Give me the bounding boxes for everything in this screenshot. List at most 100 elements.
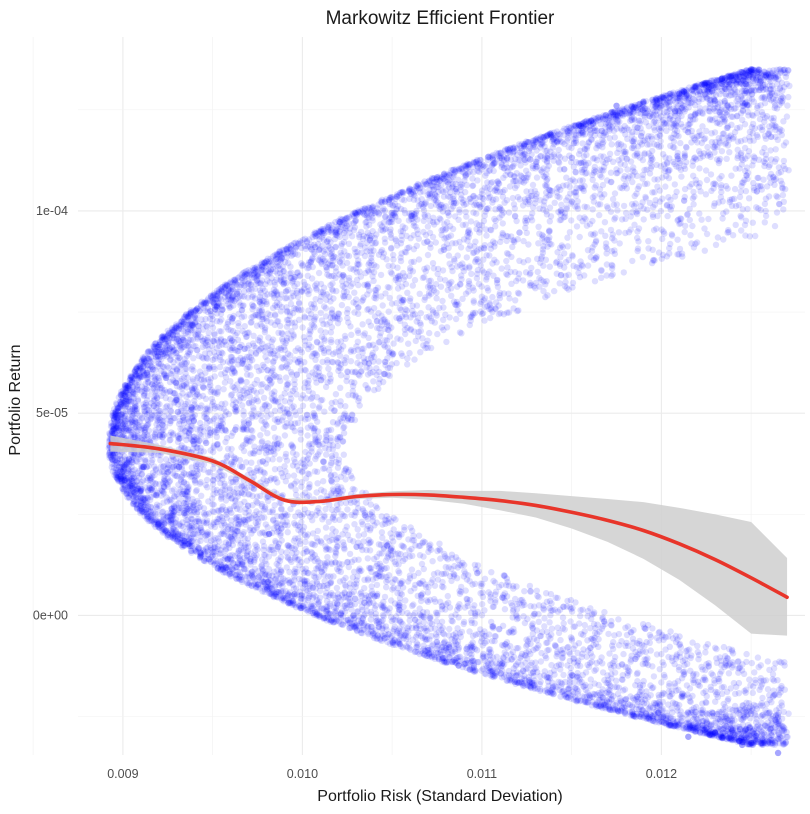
scatter-point: [314, 480, 321, 487]
scatter-point: [762, 72, 770, 79]
scatter-point: [411, 276, 419, 284]
scatter-point: [372, 286, 379, 294]
scatter-point: [624, 166, 631, 173]
scatter-point: [708, 130, 715, 137]
scatter-point: [367, 501, 374, 508]
scatter-point: [211, 306, 219, 313]
scatter-point: [334, 442, 341, 450]
scatter-point: [557, 636, 564, 644]
scatter-point: [188, 524, 195, 532]
scatter-point: [674, 704, 681, 711]
scatter-point: [723, 108, 731, 116]
scatter-point: [675, 666, 683, 674]
scatter-point: [634, 651, 641, 658]
scatter-point: [671, 660, 678, 668]
scatter-point: [464, 643, 471, 651]
scatter-point: [198, 492, 205, 499]
scatter-point: [182, 491, 189, 498]
scatter-point: [334, 359, 341, 366]
scatter-point: [385, 540, 392, 548]
scatter-point: [235, 319, 242, 327]
scatter-point: [369, 341, 377, 348]
scatter-point: [703, 720, 711, 727]
scatter-point: [702, 699, 709, 706]
scatter-point: [560, 671, 567, 679]
scatter-point: [507, 643, 514, 650]
scatter-point: [286, 358, 293, 365]
scatter-point: [738, 227, 745, 234]
scatter-point: [605, 630, 612, 638]
scatter-point: [490, 624, 497, 632]
scatter-point: [579, 159, 587, 166]
scatter-point: [693, 82, 700, 90]
scatter-point: [301, 605, 308, 612]
scatter-point: [250, 342, 257, 350]
scatter-point: [445, 244, 452, 252]
scatter-point: [323, 291, 330, 298]
scatter-point: [540, 262, 547, 269]
scatter-point: [470, 664, 477, 671]
scatter-point: [732, 221, 739, 229]
scatter-point: [281, 432, 289, 439]
scatter-point: [433, 174, 441, 181]
scatter-point: [602, 243, 610, 251]
scatter-point: [343, 523, 350, 530]
scatter-point: [296, 316, 303, 323]
scatter-point: [252, 349, 260, 357]
scatter-point: [156, 469, 163, 476]
scatter-point: [394, 242, 401, 249]
scatter-point: [299, 527, 306, 534]
scatter-point: [499, 220, 506, 227]
scatter-point: [613, 125, 620, 132]
scatter-point: [398, 350, 405, 357]
scatter-point: [135, 485, 142, 492]
scatter-point: [218, 564, 225, 571]
scatter-point: [549, 144, 556, 151]
scatter-point: [396, 602, 403, 609]
scatter-point: [339, 278, 346, 285]
scatter-point: [728, 735, 735, 742]
scatter-point: [167, 356, 174, 363]
scatter-point: [760, 176, 767, 183]
scatter-point: [448, 166, 455, 174]
scatter-point: [684, 99, 692, 106]
scatter-point: [340, 451, 347, 458]
scatter-point: [198, 527, 205, 534]
scatter-point: [598, 274, 605, 281]
scatter-point: [540, 165, 547, 172]
scatter-point: [262, 583, 270, 590]
scatter-point: [139, 363, 147, 370]
scatter-point: [667, 142, 674, 150]
scatter-point: [501, 606, 509, 613]
scatter-point: [690, 724, 698, 731]
scatter-point: [366, 547, 374, 554]
scatter-point: [502, 171, 509, 179]
scatter-point: [341, 602, 349, 609]
scatter-point: [686, 724, 694, 731]
scatter-point: [388, 244, 395, 252]
scatter-point: [664, 712, 671, 720]
scatter-point: [366, 342, 373, 349]
scatter-point: [364, 629, 372, 636]
scatter-point: [716, 108, 723, 116]
scatter-point: [740, 670, 748, 678]
scatter-point: [725, 670, 733, 677]
scatter-point: [696, 165, 703, 172]
scatter-point: [495, 180, 503, 187]
scatter-point: [400, 544, 408, 551]
scatter-point: [280, 250, 288, 257]
scatter-point: [724, 123, 732, 130]
scatter-point: [574, 662, 581, 669]
scatter-point: [752, 232, 759, 240]
scatter-point: [532, 200, 539, 207]
scatter-point: [675, 663, 683, 671]
scatter-point: [124, 459, 131, 466]
scatter-point: [221, 379, 229, 386]
scatter-point: [617, 160, 624, 167]
scatter-point: [239, 423, 246, 431]
scatter-point: [606, 650, 613, 657]
scatter-point: [167, 408, 175, 415]
scatter-point: [774, 720, 781, 727]
scatter-point: [640, 137, 647, 145]
scatter-point: [116, 418, 123, 425]
